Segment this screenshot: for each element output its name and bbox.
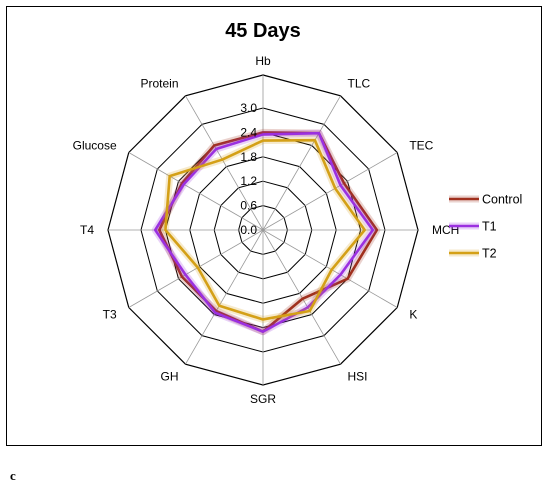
axis-label-hb: Hb (255, 54, 271, 68)
axis-label-t4: T4 (80, 223, 94, 237)
legend-label: Control (482, 193, 522, 207)
legend-label: T2 (482, 247, 497, 261)
grid-spoke (185, 95, 264, 231)
tick-label: 1.8 (240, 150, 257, 164)
radar-chart: 45 Days HbTLCTECMCHKHSISGRGHT3T4GlucoseP… (73, 20, 523, 406)
grid-spoke (128, 229, 264, 308)
grid-spoke (262, 95, 341, 231)
tick-label: 0.0 (240, 223, 257, 237)
series-line-t1 (153, 131, 375, 333)
legend-label: T1 (482, 220, 497, 234)
tick-label: 0.6 (240, 199, 257, 213)
chart-frame: 45 Days Hb TLC TEC MCH K HSI SGR GH T3 T4 Glucose P… (6, 6, 542, 446)
radar-grid (107, 74, 419, 386)
radar-series (151, 128, 381, 336)
radar-tick-labels: 0.0 0.6 1.2 1.8 2.4 3.0 (240, 101, 257, 237)
grid-spoke (262, 229, 341, 365)
axis-label-hsi: HSI (348, 369, 368, 383)
tick-label: 1.2 (240, 174, 257, 188)
tick-label: 2.4 (240, 125, 257, 139)
legend-item-control: Control (449, 193, 522, 207)
legend: Control T1 T2 (449, 193, 522, 261)
legend-item-t2: T2 (449, 247, 497, 261)
axis-label-t3: T3 (103, 308, 117, 322)
axis-label-protein: Protein (140, 77, 178, 91)
tick-label: 3.0 (240, 101, 257, 115)
axis-label-k: K (409, 308, 417, 322)
legend-item-t1: T1 (449, 220, 497, 234)
chart-title: 45 Days (225, 20, 301, 42)
axis-label-glucose: Glucose (73, 139, 117, 153)
axis-label-sgr: SGR (250, 392, 276, 406)
grid-spoke (128, 152, 264, 231)
axis-label-tlc: TLC (348, 77, 371, 91)
panel-label: c (10, 468, 16, 483)
grid-spoke (262, 152, 398, 231)
grid-spoke (185, 229, 264, 365)
axis-label-tec: TEC (409, 139, 433, 153)
series-line-t2 (164, 138, 366, 321)
grid-spoke (262, 229, 398, 308)
axis-label-gh: GH (161, 369, 179, 383)
